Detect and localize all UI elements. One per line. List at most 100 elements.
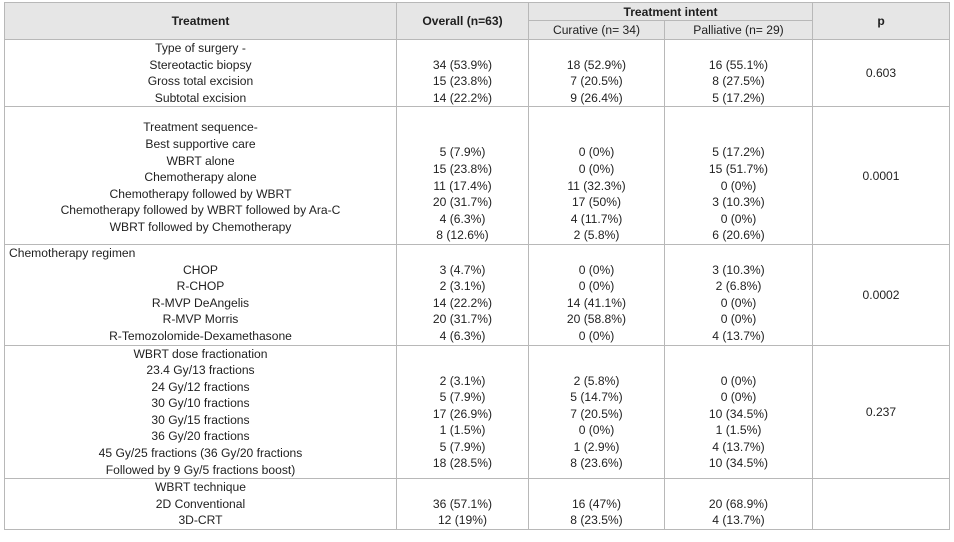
row-label: Chemotherapy alone xyxy=(144,170,257,185)
overall-value: 5 (7.9%) xyxy=(439,439,486,454)
overall-value: 15 (23.8%) xyxy=(432,74,493,89)
technique-palliative: 20 (68.9%) 4 (13.7%) xyxy=(663,478,814,531)
palliative-value: 16 (55.1%) xyxy=(708,57,769,72)
curative-value: 17 (50%) xyxy=(571,195,622,210)
curative-value: 14 (41.1%) xyxy=(566,295,627,310)
dose-overall: 2 (3.1%) 5 (7.9%) 17 (26.9%) 1 (1.5%) 5 … xyxy=(396,344,529,480)
curative-value: 7 (20.5%) xyxy=(570,406,623,421)
overall-value: 3 (4.7%) xyxy=(439,262,486,277)
regimen-overall: 3 (4.7%) 2 (3.1%) 14 (22.2%) 20 (31.7%) … xyxy=(396,243,529,346)
row-label: 30 Gy/10 fractions xyxy=(151,396,250,411)
table-row-chemotherapy-regimen: Chemotherapy regimen CHOP R-CHOP R-MVP D… xyxy=(4,243,951,346)
row-label: Best supportive care xyxy=(145,136,256,151)
curative-value: 0 (0%) xyxy=(578,279,615,294)
table-row-surgery-type: Type of surgery - Stereotactic biopsy Gr… xyxy=(4,38,951,108)
dose-p-value: 0.237 xyxy=(812,344,951,480)
row-label: WBRT followed by Chemotherapy xyxy=(109,219,292,234)
overall-value: 18 (28.5%) xyxy=(432,456,493,471)
table-row-wbrt-dose: WBRT dose fractionation 23.4 Gy/13 fract… xyxy=(4,344,951,480)
palliative-value: 0 (0%) xyxy=(720,373,757,388)
curative-value: 0 (0%) xyxy=(578,145,615,160)
palliative-value: 10 (34.5%) xyxy=(708,456,769,471)
table-row-treatment-sequence: Treatment sequence- Best supportive care… xyxy=(4,106,951,245)
row-label: Chemotherapy followed by WBRT followed b… xyxy=(60,203,341,218)
sequence-palliative: 5 (17.2%) 15 (51.7%) 0 (0%) 3 (10.3%) 0 … xyxy=(663,106,814,245)
sequence-labels: Treatment sequence- Best supportive care… xyxy=(4,106,397,245)
surgery-p-value: 0.603 xyxy=(812,38,951,108)
dose-labels: WBRT dose fractionation 23.4 Gy/13 fract… xyxy=(4,344,397,480)
row-label: Treatment sequence- xyxy=(143,120,258,135)
header-overall: Overall (n=63) xyxy=(396,2,529,40)
row-label: Chemotherapy followed by WBRT xyxy=(109,186,292,201)
overall-value: 36 (57.1%) xyxy=(432,496,493,511)
curative-value: 2 (5.8%) xyxy=(573,228,620,243)
curative-value: 0 (0%) xyxy=(578,328,615,343)
palliative-value: 0 (0%) xyxy=(720,390,757,405)
dose-palliative: 0 (0%) 0 (0%) 10 (34.5%) 1 (1.5%) 4 (13.… xyxy=(663,344,814,480)
curative-value: 0 (0%) xyxy=(578,161,615,176)
curative-value: 9 (26.4%) xyxy=(570,90,623,105)
row-label: WBRT technique xyxy=(155,480,246,495)
row-label: 24 Gy/12 fractions xyxy=(151,379,250,394)
overall-value: 34 (53.9%) xyxy=(432,57,493,72)
palliative-value: 1 (1.5%) xyxy=(715,423,762,438)
overall-value: 2 (3.1%) xyxy=(439,279,486,294)
row-label: 45 Gy/25 fractions (36 Gy/20 fractions xyxy=(98,446,303,461)
curative-value: 8 (23.5%) xyxy=(570,513,623,528)
curative-value: 0 (0%) xyxy=(578,262,615,277)
row-label: Stereotactic biopsy xyxy=(149,57,252,72)
curative-value: 16 (47%) xyxy=(571,496,622,511)
row-label: 36 Gy/20 fractions xyxy=(151,429,250,444)
regimen-palliative: 3 (10.3%) 2 (6.8%) 0 (0%) 0 (0%) 4 (13.7… xyxy=(663,243,814,346)
regimen-curative: 0 (0%) 0 (0%) 14 (41.1%) 20 (58.8%) 0 (0… xyxy=(528,243,665,346)
technique-curative: 16 (47%) 8 (23.5%) xyxy=(528,478,665,531)
palliative-value: 5 (17.2%) xyxy=(712,145,765,160)
palliative-value: 10 (34.5%) xyxy=(708,406,769,421)
palliative-value: 8 (27.5%) xyxy=(712,74,765,89)
row-label: R-Temozolomide-Dexamethasone xyxy=(109,328,292,343)
curative-value: 18 (52.9%) xyxy=(566,57,627,72)
curative-value: 5 (14.7%) xyxy=(570,390,623,405)
overall-value: 4 (6.3%) xyxy=(439,211,486,226)
row-label: R-CHOP xyxy=(176,279,225,294)
row-label: Gross total excision xyxy=(147,74,254,89)
row-label: 30 Gy/15 fractions xyxy=(151,412,250,427)
row-label: 3D-CRT xyxy=(178,513,223,528)
row-label: Type of surgery - xyxy=(155,41,246,55)
row-label: 2D Conventional xyxy=(155,496,246,511)
row-label: R-MVP Morris xyxy=(162,312,239,327)
curative-value: 11 (32.3%) xyxy=(567,178,626,193)
sequence-p-value: 0.0001 xyxy=(812,106,951,245)
results-table: Treatment Overall (n=63) Treatment inten… xyxy=(4,2,951,531)
technique-p-value xyxy=(812,478,951,531)
header-curative: Curative (n= 34) xyxy=(528,20,665,40)
overall-value: 1 (1.5%) xyxy=(439,423,486,438)
surgery-overall: 34 (53.9%) 15 (23.8%) 14 (22.2%) xyxy=(396,38,529,108)
overall-value: 2 (3.1%) xyxy=(439,373,486,388)
regimen-title: Chemotherapy regimen xyxy=(9,245,136,260)
overall-value: 12 (19%) xyxy=(437,513,488,528)
curative-value: 1 (2.9%) xyxy=(573,439,620,454)
palliative-value: 3 (10.3%) xyxy=(712,195,765,210)
palliative-value: 6 (20.6%) xyxy=(712,228,765,243)
palliative-value: 0 (0%) xyxy=(720,312,757,327)
sequence-curative: 0 (0%) 0 (0%) 11 (32.3%) 17 (50%) 4 (11.… xyxy=(528,106,665,245)
overall-value: 20 (31.7%) xyxy=(432,195,493,210)
palliative-value: 20 (68.9%) xyxy=(708,496,769,511)
overall-value: 5 (7.9%) xyxy=(439,145,486,160)
header-treatment-intent: Treatment intent xyxy=(527,2,814,21)
palliative-value: 4 (13.7%) xyxy=(712,328,765,343)
palliative-value: 0 (0%) xyxy=(720,178,757,193)
header-treatment: Treatment xyxy=(4,2,397,40)
table-row-wbrt-technique: WBRT technique 2D Conventional 3D-CRT 36… xyxy=(4,478,951,531)
overall-value: 14 (22.2%) xyxy=(432,90,493,105)
overall-value: 4 (6.3%) xyxy=(439,328,486,343)
palliative-value: 3 (10.3%) xyxy=(712,262,765,277)
header-p: p xyxy=(812,2,951,40)
curative-value: 7 (20.5%) xyxy=(570,74,623,89)
surgery-palliative: 16 (55.1%) 8 (27.5%) 5 (17.2%) xyxy=(663,38,814,108)
palliative-value: 0 (0%) xyxy=(720,295,757,310)
palliative-value: 0 (0%) xyxy=(720,211,757,226)
overall-value: 5 (7.9%) xyxy=(439,390,486,405)
palliative-value: 4 (13.7%) xyxy=(712,513,765,528)
